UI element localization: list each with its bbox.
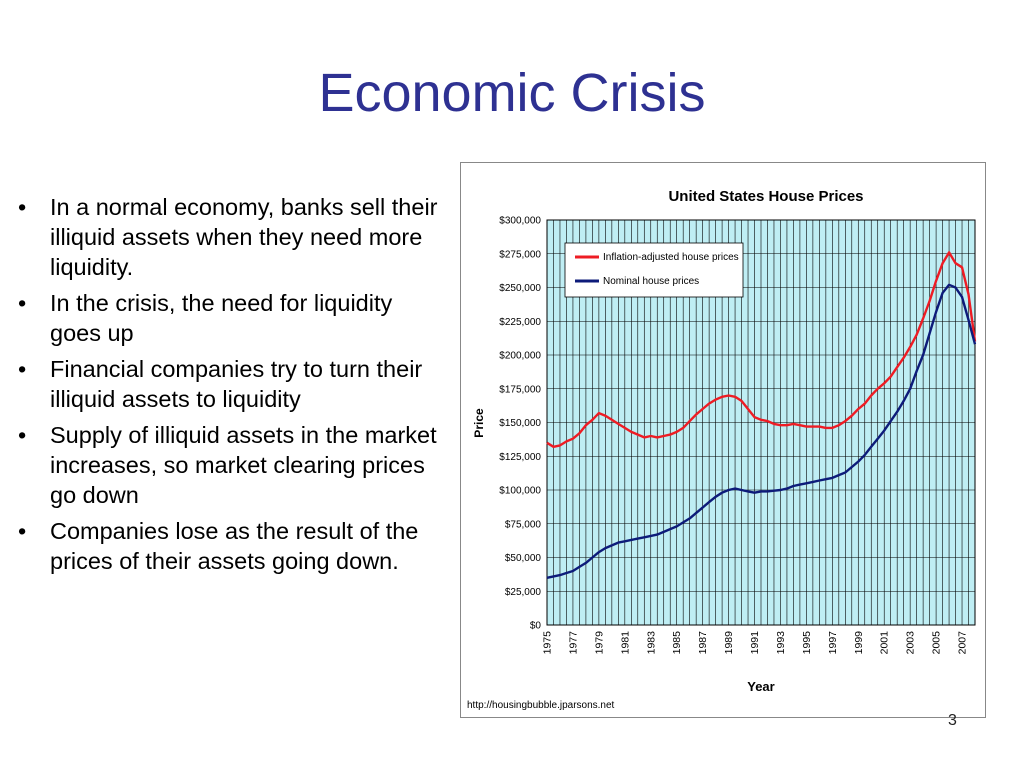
house-price-chart: $0 $25,000 $50,000 $75,000 $100,000 $125,000 $… [467,188,977,711]
y-tick-label: $50,000 [505,553,542,564]
x-tick-label: 2001 [879,631,891,655]
inflation-adjusted-price-line [546,251,977,448]
y-axis-label: Price [472,408,486,438]
chart-source: http://housingbubble.jparsons.net [467,700,615,711]
legend-label-inflation: Inflation-adjusted house prices [603,252,739,263]
bullet-text: In the crisis, the need for liquidity go… [50,290,393,346]
bullet-marker: • [18,518,27,544]
slide-title: Economic Crisis [318,63,706,123]
x-tick-label: 1977 [567,631,579,655]
y-tick-label: $175,000 [499,384,541,395]
x-tick-label: 1991 [749,631,761,655]
x-tick-label: 1997 [827,631,839,655]
x-tick-label: 1999 [853,631,865,655]
legend-label-nominal: Nominal house prices [603,276,699,287]
bullet-marker: • [18,356,27,382]
x-tick-label: 1975 [542,631,554,655]
x-tick-label: 1987 [697,631,709,655]
x-tick-label: 1985 [671,631,683,655]
bullet-item: • Financial companies try to turn their i… [18,354,448,414]
nominal-price-line [546,283,977,579]
x-axis-label: Year [747,679,774,694]
bullet-item: • Companies lose as the result of the pri… [18,516,448,576]
x-tick-label: 1983 [645,631,657,655]
bullet-list: • In a normal economy, banks sell their i… [18,192,448,582]
bullet-item: • In a normal economy, banks sell their i… [18,192,448,282]
y-tick-label: $150,000 [499,418,541,429]
page-number: 3 [948,712,957,729]
bullet-marker: • [18,194,27,220]
legend: Inflation-adjusted house prices Nominal … [564,242,744,298]
x-tick-label: 2005 [931,631,943,655]
x-axis-ticks: 1975 1977 1979 1981 1983 1985 1987 1989 1991 1993… [542,631,969,655]
bullet-item: • In the crisis, the need for liquidity g… [18,288,448,348]
bullet-text: In a normal economy, banks sell their il… [50,194,438,280]
y-tick-label: $225,000 [499,317,541,328]
bullet-item: • Supply of illiquid assets in the market… [18,420,448,510]
bullet-text: Supply of illiquid assets in the market … [50,422,437,508]
y-tick-label: $75,000 [505,519,542,530]
bullet-text: Financial companies try to turn their il… [50,356,423,412]
x-tick-label: 1981 [619,631,631,655]
x-tick-label: 2007 [957,631,969,655]
y-tick-label: $125,000 [499,452,541,463]
x-tick-label: 1995 [801,631,813,655]
y-tick-label: $100,000 [499,486,541,497]
series-lines [546,251,977,579]
legend-box [564,242,744,298]
x-tick-label: 1989 [723,631,735,655]
chart-title: United States House Prices [668,188,863,205]
bullet-marker: • [18,422,27,448]
y-tick-label: $250,000 [499,283,541,294]
x-tick-label: 2003 [905,631,917,655]
y-tick-label: $300,000 [499,216,541,227]
x-tick-label: 1993 [775,631,787,655]
x-tick-label: 1979 [593,631,605,655]
bullet-text: Companies lose as the result of the pric… [50,518,419,574]
chart-frame: $0 $25,000 $50,000 $75,000 $100,000 $125,000 $… [460,162,986,718]
bullet-marker: • [18,290,27,316]
y-tick-label: $200,000 [499,351,541,362]
y-tick-label: $275,000 [499,249,541,260]
y-tick-label: $25,000 [505,587,542,598]
y-tick-label: $0 [530,621,542,632]
y-axis-ticks: $0 $25,000 $50,000 $75,000 $100,000 $125,000 $… [499,216,541,632]
